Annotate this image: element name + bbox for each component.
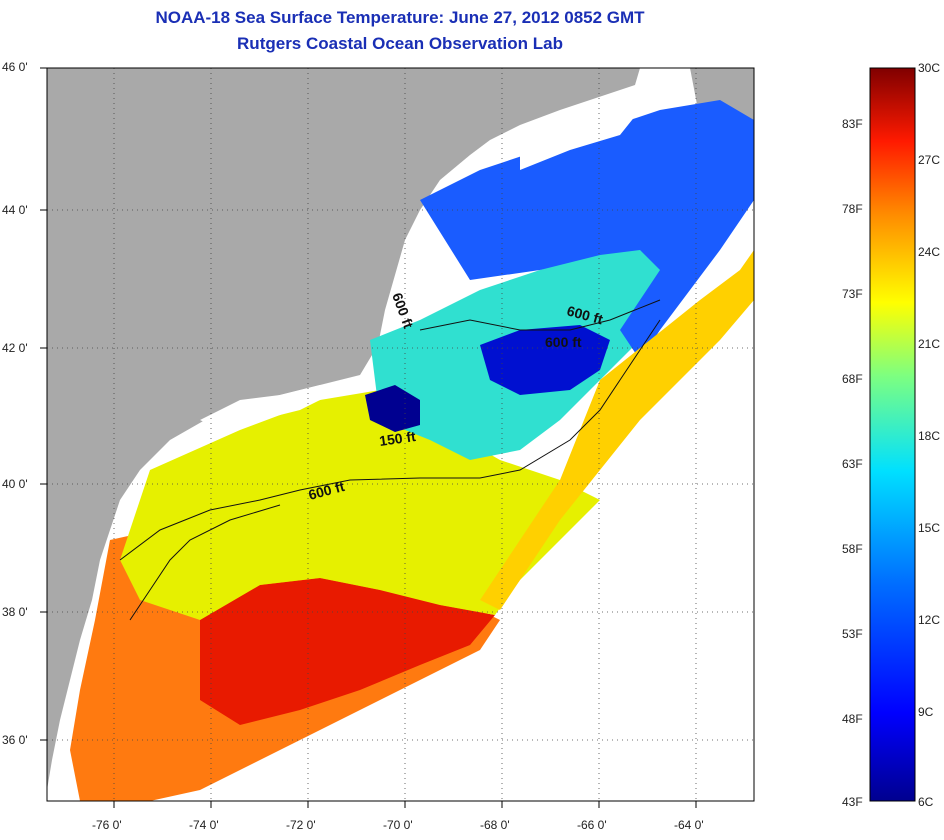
- bathymetry-contours: [119, 299, 661, 621]
- colorbar-f-label: 83F: [842, 117, 863, 131]
- sst-cold-pool: [480, 325, 610, 395]
- contour-label-150ft: 150 ft: [378, 428, 417, 449]
- colorbar-f-label: 73F: [842, 287, 863, 301]
- colorbar-c-label: 21C: [918, 337, 941, 351]
- colorbar-c-label: 12C: [918, 613, 941, 627]
- colorbar-c-label: 15C: [918, 521, 941, 535]
- grid-lines: [47, 68, 754, 801]
- lon-label: -74 0': [189, 818, 219, 832]
- axis-ticks: [40, 67, 697, 808]
- lon-label: -70 0': [383, 818, 413, 832]
- sst-hot: [200, 578, 495, 725]
- map-subtitle: Rutgers Coastal Ocean Observation Lab: [237, 34, 563, 53]
- contour-label-600ft-georges: 600 ft: [545, 334, 582, 350]
- colorbar-f-label: 78F: [842, 202, 863, 216]
- colorbar-f-label: 58F: [842, 542, 863, 556]
- land-mass: [47, 68, 640, 790]
- lon-label: -72 0': [286, 818, 316, 832]
- lon-label: -76 0': [92, 818, 122, 832]
- lon-label: -68 0': [480, 818, 510, 832]
- lon-label: -64 0': [674, 818, 704, 832]
- lat-label: 40 0': [2, 477, 28, 491]
- colorbar: [869, 67, 916, 802]
- lat-label: 36 0': [2, 733, 28, 747]
- lat-label: 38 0': [2, 605, 28, 619]
- sst-east: [480, 250, 754, 610]
- cloud-patch-north: [520, 110, 640, 170]
- colorbar-c-label: 27C: [918, 153, 941, 167]
- lat-label: 42 0': [2, 341, 28, 355]
- colorbar-c-label: 6C: [918, 795, 934, 809]
- colorbar-c-label: 18C: [918, 429, 941, 443]
- colorbar-f-label: 68F: [842, 372, 863, 386]
- sst-mid: [120, 390, 600, 620]
- colorbar-c-label: 9C: [918, 705, 934, 719]
- colorbar-f-label: 63F: [842, 457, 863, 471]
- colorbar-f-label: 53F: [842, 627, 863, 641]
- map-title: NOAA-18 Sea Surface Temperature: June 27…: [155, 8, 645, 27]
- lat-label: 46 0': [2, 60, 28, 74]
- colorbar-f-label: 43F: [842, 795, 863, 809]
- map-border: [46, 67, 755, 802]
- lon-label: -66 0': [577, 818, 607, 832]
- lat-label: 44 0': [2, 203, 28, 217]
- colorbar-c-label: 24C: [918, 245, 941, 259]
- colorbar-f-label: 48F: [842, 712, 863, 726]
- sst-cold: [420, 100, 754, 360]
- colorbar-c-label: 30C: [918, 61, 941, 75]
- cloud-patch: [200, 385, 330, 430]
- sst-cold-shoal: [365, 385, 420, 432]
